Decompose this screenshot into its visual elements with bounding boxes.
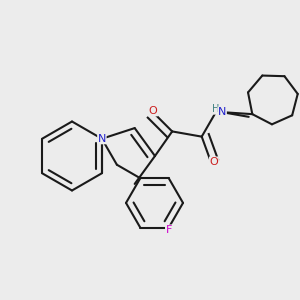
Text: F: F	[166, 225, 172, 235]
Text: O: O	[210, 157, 218, 167]
Text: N: N	[218, 107, 226, 117]
Text: N: N	[98, 134, 106, 144]
Text: H: H	[212, 104, 219, 114]
Text: O: O	[149, 106, 158, 116]
